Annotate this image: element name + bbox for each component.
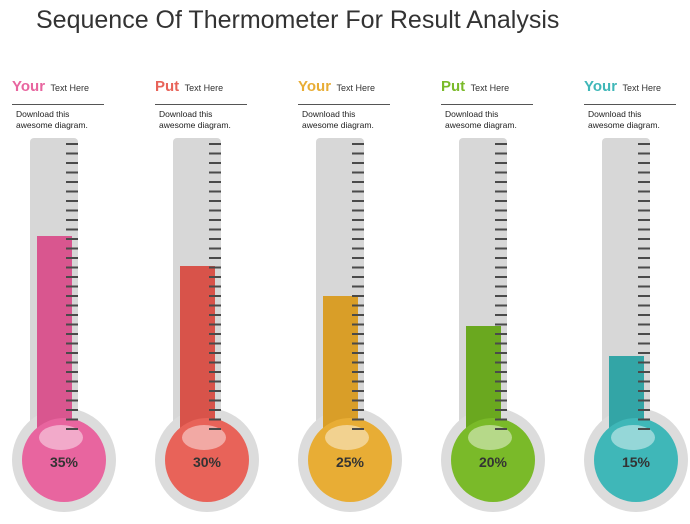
description-line: awesome diagram. xyxy=(588,119,660,130)
percent-label: 30% xyxy=(192,454,222,470)
thermometer-2: Put Text Here Download this awesome diagr… xyxy=(155,78,265,518)
thermometer-bulb xyxy=(451,418,535,502)
thermometer-description: Download this awesome diagram. xyxy=(159,109,259,130)
description-line: Download this xyxy=(302,109,356,119)
description-line: awesome diagram. xyxy=(445,119,517,130)
description-line: awesome diagram. xyxy=(302,119,374,130)
description-line: Download this xyxy=(588,109,642,119)
thermometer-5: Your Text Here Download this awesome diag… xyxy=(584,78,690,518)
thermometer-description: Download this awesome diagram. xyxy=(445,109,545,130)
thermometer-description: Download this awesome diagram. xyxy=(302,109,402,130)
thermometer-description: Download this awesome diagram. xyxy=(16,109,116,130)
heading-word: Put xyxy=(155,78,180,95)
thermometer-1: Your Text Here Download this awesome diag… xyxy=(12,78,122,518)
percent-label: 15% xyxy=(621,454,651,470)
thermometer-3: Your Text Here Download this awesome diag… xyxy=(298,78,408,518)
thermometer-bulb xyxy=(594,418,678,502)
heading-subtext: Text Here xyxy=(336,83,376,93)
description-line: Download this xyxy=(445,109,499,119)
percent-label: 25% xyxy=(335,454,365,470)
thermometer-bulb xyxy=(308,418,392,502)
description-line: awesome diagram. xyxy=(159,119,231,130)
thermometer-4: Put Text Here Download this awesome diagr… xyxy=(441,78,551,518)
heading-subtext: Text Here xyxy=(622,83,662,93)
thermometer-heading: Your Text Here xyxy=(12,78,104,105)
scale-ticks xyxy=(352,143,364,433)
percent-label: 20% xyxy=(478,454,508,470)
heading-word: Your xyxy=(298,78,332,95)
scale-ticks xyxy=(495,143,507,433)
thermometer-description: Download this awesome diagram. xyxy=(588,109,688,130)
scale-ticks xyxy=(209,143,221,433)
heading-subtext: Text Here xyxy=(50,83,90,93)
description-line: Download this xyxy=(16,109,70,119)
heading-word: Put xyxy=(441,78,466,95)
heading-subtext: Text Here xyxy=(184,83,224,93)
scale-ticks xyxy=(66,143,78,433)
thermometer-heading: Your Text Here xyxy=(298,78,390,105)
heading-word: Your xyxy=(12,78,46,95)
thermometer-bulb xyxy=(165,418,249,502)
description-line: Download this xyxy=(159,109,213,119)
percent-label: 35% xyxy=(49,454,79,470)
heading-word: Your xyxy=(584,78,618,95)
thermometer-heading: Put Text Here xyxy=(155,78,247,105)
thermometer-bulb xyxy=(22,418,106,502)
thermometer-heading: Your Text Here xyxy=(584,78,676,105)
scale-ticks xyxy=(638,143,650,433)
page-title: Sequence Of Thermometer For Result Analy… xyxy=(36,6,560,34)
heading-subtext: Text Here xyxy=(470,83,510,93)
thermometer-heading: Put Text Here xyxy=(441,78,533,105)
description-line: awesome diagram. xyxy=(16,119,88,130)
